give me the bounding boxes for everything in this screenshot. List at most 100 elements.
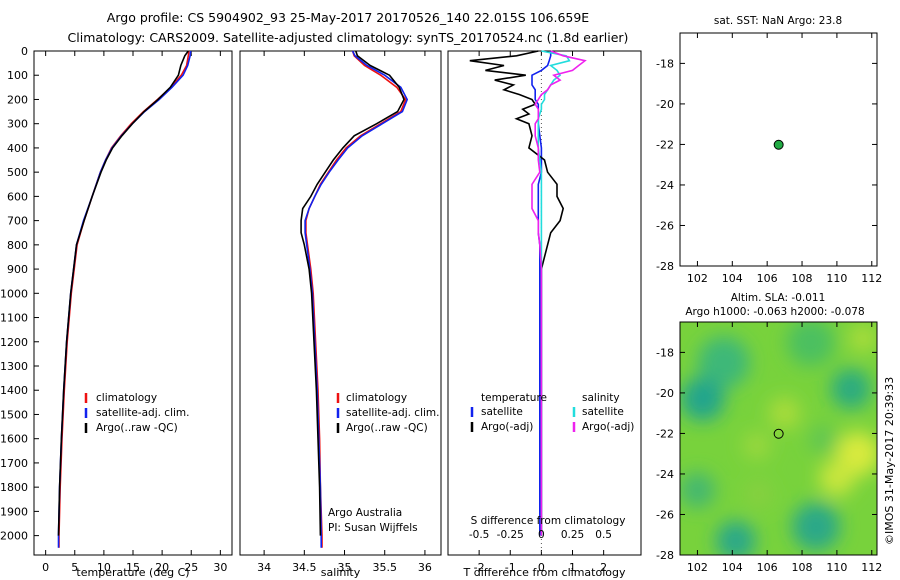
y-tick-label: 200 bbox=[7, 93, 28, 106]
y-tick-label: 500 bbox=[7, 166, 28, 179]
s-tick-label: -0.25 bbox=[497, 529, 524, 541]
y-tick-label: 1100 bbox=[0, 312, 28, 325]
x-tick-label: 30 bbox=[213, 561, 227, 574]
x-tick-label: 1 bbox=[569, 561, 576, 574]
y-tick-label: 400 bbox=[7, 142, 28, 155]
y-tick-label: 1900 bbox=[0, 505, 28, 518]
heatmap-cell bbox=[680, 376, 725, 421]
y-tick-label: 300 bbox=[7, 118, 28, 131]
x-tick-label: 15 bbox=[126, 561, 140, 574]
y-tick-label: -22 bbox=[656, 138, 674, 151]
legend-label: Argo(-adj) bbox=[582, 421, 634, 433]
y-tick-label: -20 bbox=[656, 98, 674, 111]
y-tick-label: 1400 bbox=[0, 384, 28, 397]
x-tick-label: 34.5 bbox=[292, 561, 317, 574]
y-tick-label: -18 bbox=[656, 346, 674, 359]
y-tick-label: -26 bbox=[656, 508, 674, 521]
y-tick-label: 900 bbox=[7, 263, 28, 276]
x-tick-label: 34 bbox=[257, 561, 271, 574]
x-tick-label: 102 bbox=[687, 561, 708, 574]
argo-location-marker bbox=[773, 139, 784, 150]
x-tick-label: 106 bbox=[757, 272, 778, 285]
legend-label: Argo(..raw -QC) bbox=[96, 422, 178, 434]
y-tick-label: -24 bbox=[656, 468, 674, 481]
map-title: Argo h1000: -0.063 h2000: -0.078 bbox=[685, 306, 864, 318]
map-title: sat. SST: NaN Argo: 23.8 bbox=[714, 15, 842, 27]
heatmap-cell bbox=[680, 472, 716, 509]
x-tick-label: 35 bbox=[338, 561, 352, 574]
annotation-label: PI: Susan Wijffels bbox=[328, 522, 418, 534]
y-tick-label: 800 bbox=[7, 239, 28, 252]
heatmap-cell bbox=[768, 397, 801, 430]
y-tick-label: 100 bbox=[7, 69, 28, 82]
credit-label: ©IMOS 31-May-2017 20:39:33 bbox=[883, 377, 896, 545]
plot-frame bbox=[239, 50, 442, 556]
series-line bbox=[300, 50, 405, 536]
y-tick-label: 1600 bbox=[0, 433, 28, 446]
legend-label: climatology bbox=[346, 392, 407, 404]
heatmap-cell bbox=[744, 480, 773, 509]
x-tick-label: 36 bbox=[418, 561, 432, 574]
heatmap-cell bbox=[849, 324, 877, 353]
map-frame bbox=[679, 32, 878, 267]
x-tick-label: 112 bbox=[861, 272, 882, 285]
series-line bbox=[531, 51, 552, 536]
x-axis-label: temperature (deg C) bbox=[76, 566, 189, 579]
heatmap-cell bbox=[791, 502, 840, 551]
annotation-label: Argo Australia bbox=[328, 507, 402, 519]
legend-heading: salinity bbox=[582, 392, 620, 404]
heatmap-cell bbox=[697, 336, 750, 389]
heatmap-field bbox=[680, 322, 877, 555]
salinity-profile-panel: 34 34.5 35 35.5 36 salinity climatology satelli… bbox=[239, 50, 442, 579]
x-tick-label: 112 bbox=[861, 561, 882, 574]
y-tick-label: -18 bbox=[656, 57, 674, 70]
x-tick-label: 106 bbox=[757, 561, 778, 574]
y-tick-label: 1300 bbox=[0, 360, 28, 373]
x-tick-label: 110 bbox=[826, 561, 847, 574]
x-tick-label: 35.5 bbox=[372, 561, 397, 574]
x-tick-label: 104 bbox=[722, 272, 743, 285]
x-tick-label: 0 bbox=[42, 561, 49, 574]
y-tick-label: -22 bbox=[656, 427, 674, 440]
figure-title-line2: Climatology: CARS2009. Satellite-adjuste… bbox=[68, 30, 629, 45]
y-tick-label: 1000 bbox=[0, 287, 28, 300]
x-tick-label: 25 bbox=[184, 561, 198, 574]
x-tick-label: 5 bbox=[71, 561, 78, 574]
y-tick-label: 600 bbox=[7, 190, 28, 203]
s-tick-label: 0 bbox=[538, 529, 545, 541]
x-axis-label: S difference from climatology bbox=[471, 515, 626, 527]
s-tick-label: 0.25 bbox=[561, 529, 584, 541]
figure-title-line1: Argo profile: CS 5904902_93 25-May-2017 … bbox=[107, 10, 590, 25]
x-tick-label: 104 bbox=[722, 561, 743, 574]
x-tick-label: 2 bbox=[600, 561, 607, 574]
heatmap-cell bbox=[830, 368, 871, 409]
x-tick-label: 108 bbox=[792, 561, 813, 574]
map-title: Altim. SLA: -0.011 bbox=[731, 292, 826, 304]
heatmap-cell bbox=[818, 460, 855, 497]
x-tick-label: 0 bbox=[538, 561, 545, 574]
difference-profile-panel: -2 -1 0 1 2T difference from climatology S di… bbox=[447, 50, 642, 579]
x-tick-label: 110 bbox=[826, 272, 847, 285]
y-tick-label: 700 bbox=[7, 215, 28, 228]
s-tick-label: 0.5 bbox=[595, 529, 612, 541]
x-axis-label: salinity bbox=[321, 566, 361, 579]
y-tick-label: -28 bbox=[656, 549, 674, 562]
x-axis-label: T difference from climatology bbox=[463, 566, 626, 579]
y-tick-label: 1500 bbox=[0, 408, 28, 421]
heatmap-cell bbox=[786, 322, 835, 367]
legend-heading: temperature bbox=[481, 392, 547, 404]
sla-map-panel: 102 104 106 108 110 112 -18 -20 -22 -24 -26 -28 bbox=[656, 321, 882, 574]
y-tick-label: 2000 bbox=[0, 530, 28, 543]
x-tick-label: 20 bbox=[155, 561, 169, 574]
s-tick-label: -0.5 bbox=[469, 529, 490, 541]
heatmap-cell bbox=[742, 431, 771, 460]
plot-frame bbox=[447, 50, 642, 556]
sst-map-panel: 102 104 106 108 110 112 -18 -20 -22 -24 -26 -28 bbox=[656, 32, 882, 285]
legend-label: climatology bbox=[96, 392, 157, 404]
map-frame bbox=[679, 321, 878, 556]
legend-label: Argo(-adj) bbox=[481, 421, 533, 433]
heatmap-cell bbox=[808, 425, 837, 454]
x-tick-label: 102 bbox=[687, 272, 708, 285]
y-tick-label: -20 bbox=[656, 387, 674, 400]
